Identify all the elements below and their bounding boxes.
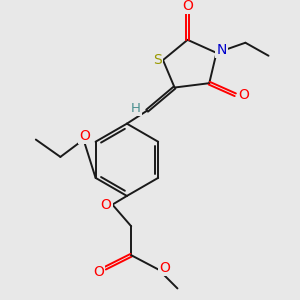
Text: O: O bbox=[93, 265, 104, 279]
Text: S: S bbox=[153, 53, 162, 67]
Text: N: N bbox=[217, 43, 227, 57]
Text: O: O bbox=[182, 0, 193, 13]
Text: H: H bbox=[131, 102, 141, 115]
Text: O: O bbox=[80, 129, 90, 143]
Text: O: O bbox=[160, 261, 170, 275]
Text: O: O bbox=[238, 88, 249, 102]
Text: O: O bbox=[100, 198, 112, 212]
